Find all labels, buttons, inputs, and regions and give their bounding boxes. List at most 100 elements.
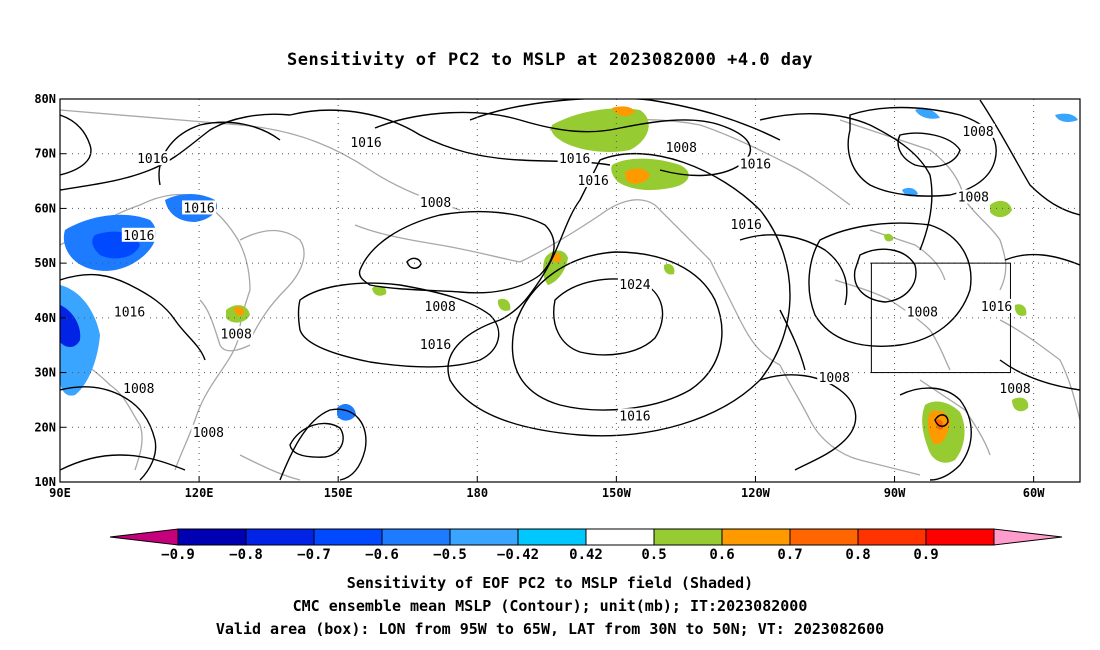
shade-negative-region	[915, 108, 940, 119]
shade-positive-region	[372, 285, 387, 296]
contour-label-bg	[219, 326, 254, 341]
colorbar-label: −0.9	[161, 547, 195, 563]
lat-tick-label: 80N	[34, 92, 56, 106]
contour-label-bg	[121, 380, 156, 395]
contour-label-bg	[191, 424, 226, 439]
contour-label-bg	[738, 156, 773, 171]
lat-tick-label: 70N	[34, 147, 56, 161]
lat-tick-label: 60N	[34, 201, 56, 215]
shade-positive-region	[551, 108, 649, 152]
lat-tick-label: 10N	[34, 475, 56, 489]
colorbar: −0.9 −0.8 −0.7 −0.6 −0.5 −0.42 0.42 0.5 0.6 0.7 0.…	[109, 528, 1063, 563]
contour-label: 1016	[619, 409, 650, 424]
colorbar-segment	[721, 528, 791, 546]
colorbar-segment	[381, 528, 451, 546]
contour-label: 1016	[350, 136, 381, 151]
contour-label: 1024	[619, 278, 650, 293]
contour-label: 1016	[559, 152, 590, 167]
contour-label-bg	[418, 337, 453, 352]
contour-label-bg	[423, 298, 458, 313]
contour-label: 1016	[731, 218, 762, 233]
lon-tick-label: 150W	[602, 486, 632, 500]
map-frame	[59, 98, 1081, 483]
caption-line-1: Sensitivity of EOF PC2 to MSLP field (Sh…	[346, 574, 754, 592]
contour-label-bg	[418, 194, 453, 209]
mslp-contours	[60, 99, 1080, 481]
contour-label-bg	[112, 304, 147, 319]
colorbar-label: 0.6	[709, 547, 734, 563]
contour-label: 1008	[221, 327, 252, 342]
contour-label: 1008	[962, 125, 993, 140]
colorbar-segment	[177, 528, 247, 546]
caption-line-3: Valid area (box): LON from 95W to 65W, L…	[215, 620, 885, 638]
contour-label: 1016	[981, 300, 1012, 315]
shade-positive-region	[990, 200, 1012, 218]
colorbar-segment	[517, 528, 587, 546]
contour-label: 1008	[193, 426, 224, 441]
colorbar-segment	[925, 528, 995, 546]
longitude-axis: 90E 120E 150E 180 150W 120W 90W 60W	[49, 476, 1045, 500]
colorbar-segment	[789, 528, 859, 546]
colorbar-label: −0.42	[497, 547, 539, 563]
shade-positive-region	[625, 168, 650, 184]
contour-label: 1008	[958, 190, 989, 205]
lat-tick-label: 30N	[34, 366, 56, 380]
latitude-axis: 80N 70N 60N 50N 40N 30N 20N 10N	[34, 92, 66, 489]
shade-positive-region	[234, 306, 245, 316]
shade-negative-region	[1055, 113, 1078, 123]
contour-label-bg	[956, 189, 991, 204]
colorbar-label: −0.8	[229, 547, 263, 563]
contour-label: 1016	[114, 305, 145, 320]
contour-label-bg	[135, 151, 170, 166]
contour-labels: 1016 1016 1008 1016 1016 1016 1008 1016 1016 1008…	[112, 123, 1033, 441]
shade-negative-region	[60, 305, 81, 347]
map-title: Sensitivity of PC2 to MSLP at 2023082000…	[286, 50, 813, 70]
caption-line-2: CMC ensemble mean MSLP (Contour); unit(m…	[292, 597, 808, 615]
shade-negative-region	[337, 404, 356, 421]
colorbar-label: −0.6	[365, 547, 399, 563]
contour-label-bg	[729, 216, 764, 231]
contour-label-bg	[349, 134, 383, 149]
lon-tick-label: 180	[466, 486, 488, 500]
contour-label: 1016	[740, 158, 771, 173]
shade-positive-region	[936, 419, 944, 430]
lat-tick-label: 50N	[34, 256, 56, 270]
colorbar-right-arrow	[993, 528, 1063, 546]
lon-tick-label: 60W	[1023, 486, 1045, 500]
shade-positive-region	[884, 233, 894, 242]
lon-tick-label: 150E	[324, 486, 353, 500]
map-area: 1016 1016 1008 1016 1016 1016 1008 1016 1016 1008…	[60, 99, 1080, 482]
contour-label: 1008	[819, 371, 850, 386]
contour-label: 1016	[420, 338, 451, 353]
contour-label-bg	[998, 380, 1033, 395]
contour-label-bg	[817, 370, 852, 385]
colorbar-label: −0.5	[433, 547, 467, 563]
contour-label: 1008	[420, 196, 451, 211]
shade-positive-region	[663, 264, 675, 275]
contour-label-bg	[182, 200, 217, 215]
colorbar-segment	[313, 528, 383, 546]
contour-label-bg	[961, 123, 995, 138]
shade-positive-region	[612, 106, 635, 117]
colorbar-segment	[245, 528, 315, 546]
contour-label-bg	[664, 140, 699, 155]
lon-tick-label: 120E	[185, 486, 214, 500]
colorbar-segment	[857, 528, 927, 546]
contour-label: 1016	[578, 174, 609, 189]
contour-label-bg	[617, 277, 652, 292]
valid-area-box	[870, 262, 1011, 374]
contour-label-bg	[617, 408, 652, 423]
contour-label: 1008	[123, 382, 154, 397]
colorbar-segment	[449, 528, 519, 546]
lat-tick-label: 40N	[34, 311, 56, 325]
colorbar-left-arrow	[109, 528, 179, 546]
contour-label: 1016	[137, 152, 168, 167]
shade-positive-region	[497, 298, 511, 311]
contour-label-bg	[576, 173, 611, 188]
contour-label: 1008	[425, 300, 456, 315]
contour-label-bg	[979, 298, 1014, 313]
shade-positive-region	[1012, 397, 1029, 412]
lon-tick-label: 90W	[884, 486, 906, 500]
contour-label-bg	[557, 151, 592, 166]
